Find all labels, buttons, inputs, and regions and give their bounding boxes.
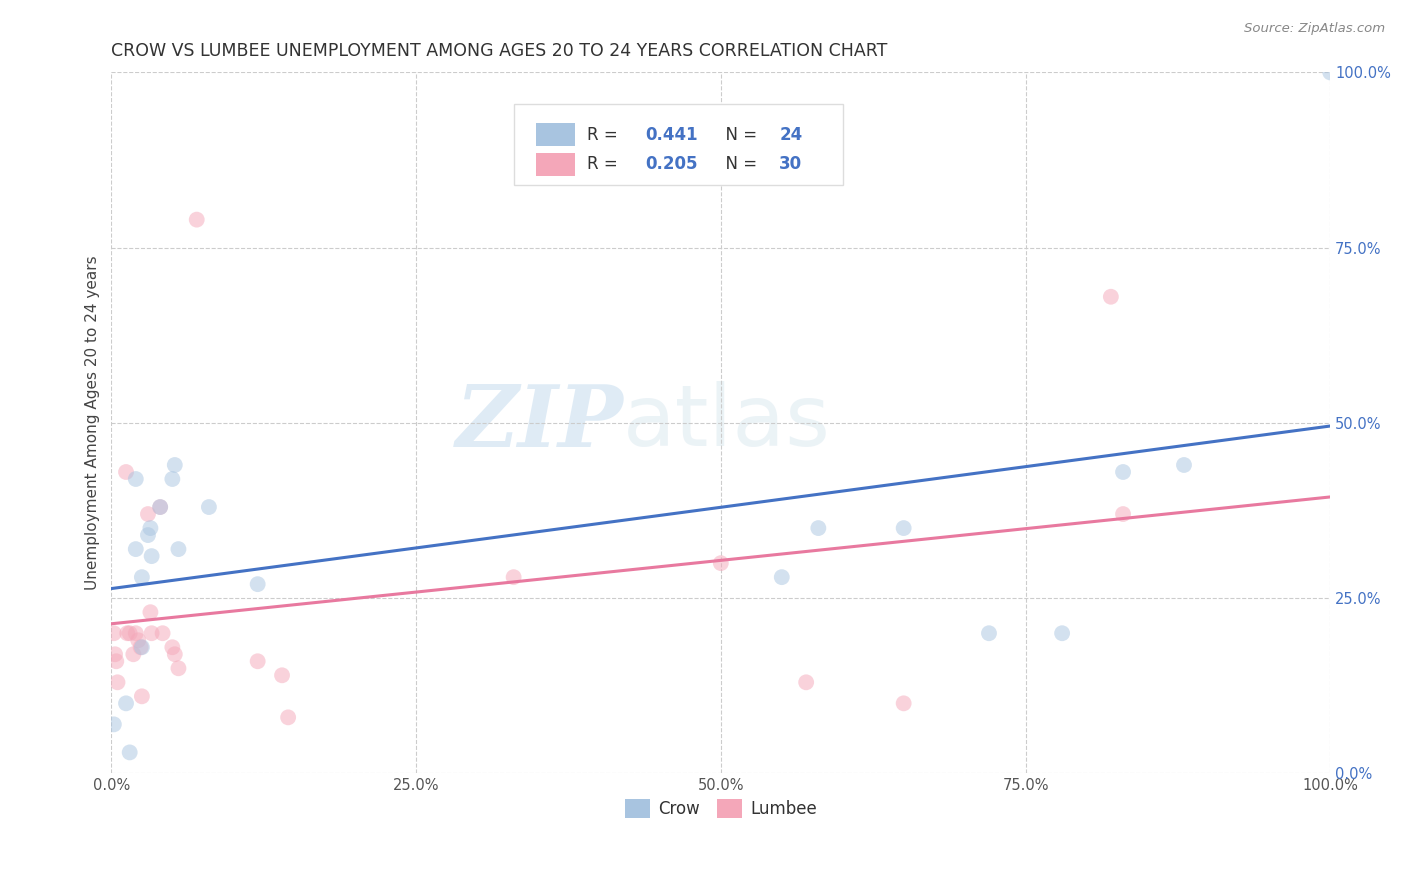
Point xyxy=(162,640,184,655)
Point xyxy=(1319,65,1341,79)
Point xyxy=(149,500,172,514)
Text: ZIP: ZIP xyxy=(456,381,623,465)
Point xyxy=(807,521,830,535)
Text: 24: 24 xyxy=(779,126,803,144)
Point xyxy=(167,661,190,675)
Point xyxy=(136,507,159,521)
Point xyxy=(246,577,269,591)
Point xyxy=(139,605,162,619)
Text: Source: ZipAtlas.com: Source: ZipAtlas.com xyxy=(1244,22,1385,36)
Point xyxy=(129,640,152,655)
Point xyxy=(246,654,269,668)
Y-axis label: Unemployment Among Ages 20 to 24 years: Unemployment Among Ages 20 to 24 years xyxy=(86,256,100,591)
Text: CROW VS LUMBEE UNEMPLOYMENT AMONG AGES 20 TO 24 YEARS CORRELATION CHART: CROW VS LUMBEE UNEMPLOYMENT AMONG AGES 2… xyxy=(111,42,887,60)
Text: R =: R = xyxy=(586,126,623,144)
Point xyxy=(103,717,125,731)
Point xyxy=(271,668,294,682)
Point xyxy=(117,626,139,640)
Bar xyxy=(536,123,575,145)
Point xyxy=(131,570,153,584)
FancyBboxPatch shape xyxy=(513,104,842,185)
Point xyxy=(152,626,174,640)
Point xyxy=(1112,465,1135,479)
Point xyxy=(118,626,141,640)
Point xyxy=(104,647,127,661)
Point xyxy=(136,528,159,542)
Point xyxy=(277,710,299,724)
Point xyxy=(103,626,125,640)
Point xyxy=(770,570,793,584)
Point xyxy=(141,549,163,563)
Point xyxy=(149,500,172,514)
Text: atlas: atlas xyxy=(623,382,831,465)
Point xyxy=(125,542,148,557)
Point xyxy=(502,570,524,584)
Point xyxy=(127,633,149,648)
Text: 0.205: 0.205 xyxy=(645,155,697,173)
Point xyxy=(115,696,138,710)
Point xyxy=(125,472,148,486)
Point xyxy=(141,626,163,640)
Text: 0.441: 0.441 xyxy=(645,126,697,144)
Point xyxy=(794,675,817,690)
Point xyxy=(710,556,733,570)
Point xyxy=(1050,626,1073,640)
Point xyxy=(118,745,141,759)
Point xyxy=(1099,290,1122,304)
Point xyxy=(125,626,148,640)
Point xyxy=(131,690,153,704)
Text: R =: R = xyxy=(586,155,623,173)
Point xyxy=(893,696,915,710)
Point xyxy=(163,458,186,472)
Point xyxy=(115,465,138,479)
Bar xyxy=(536,153,575,176)
Point xyxy=(1112,507,1135,521)
Point xyxy=(198,500,221,514)
Text: N =: N = xyxy=(714,155,762,173)
Point xyxy=(105,654,128,668)
Point xyxy=(162,472,184,486)
Legend: Crow, Lumbee: Crow, Lumbee xyxy=(619,793,824,825)
Text: N =: N = xyxy=(714,126,762,144)
Point xyxy=(186,212,208,227)
Point xyxy=(167,542,190,557)
Point xyxy=(977,626,1000,640)
Point xyxy=(1173,458,1195,472)
Point xyxy=(122,647,145,661)
Point xyxy=(131,640,153,655)
Point xyxy=(107,675,129,690)
Point xyxy=(893,521,915,535)
Point xyxy=(163,647,186,661)
Point xyxy=(139,521,162,535)
Text: 30: 30 xyxy=(779,155,803,173)
